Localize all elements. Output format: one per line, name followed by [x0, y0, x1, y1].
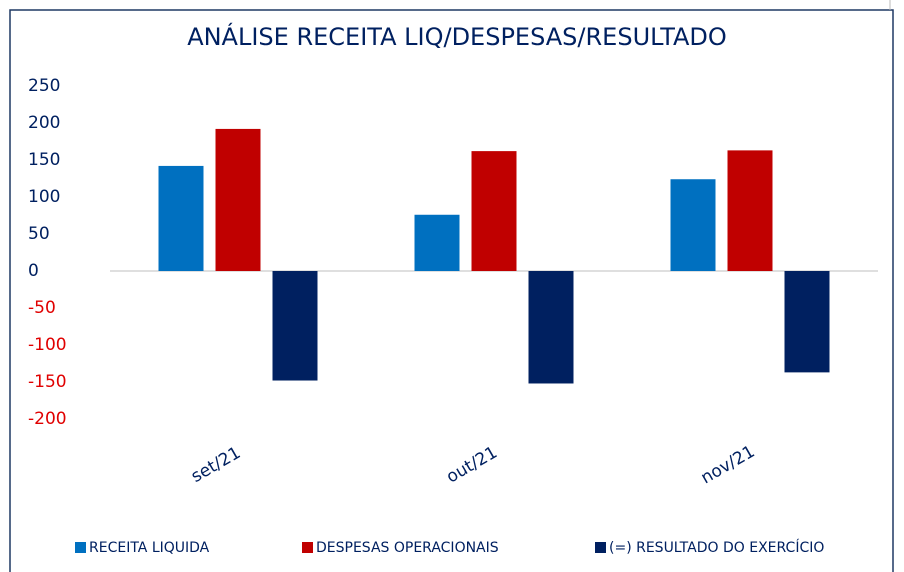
y-tick-label: 50: [28, 224, 50, 244]
bar: [784, 271, 830, 373]
bar: [272, 271, 318, 381]
legend-label: DESPESAS OPERACIONAIS: [316, 540, 499, 556]
y-tick-label: 100: [28, 187, 60, 207]
bar: [414, 214, 460, 271]
y-tick-label: 150: [28, 150, 60, 170]
legend-swatch: [75, 542, 86, 553]
chart-title: ANÁLISE RECEITA LIQ/DESPESAS/RESULTADO: [187, 22, 727, 51]
y-tick-label: -100: [28, 335, 67, 355]
y-tick-label: -50: [28, 298, 56, 318]
y-tick-label: -150: [28, 372, 67, 392]
y-tick-label: 0: [28, 261, 39, 281]
bar: [158, 165, 204, 271]
bar: [471, 151, 517, 271]
legend-swatch: [302, 542, 313, 553]
legend-label: (=) RESULTADO DO EXERCÍCIO: [609, 539, 824, 556]
bar: [727, 150, 773, 271]
legend-label: RECEITA LIQUIDA: [89, 540, 210, 556]
bar: [528, 271, 574, 384]
y-tick-label: 200: [28, 113, 60, 133]
bar: [670, 179, 716, 271]
chart-border: [9, 9, 894, 572]
y-tick-label: -200: [28, 409, 67, 429]
y-tick-label: 250: [28, 76, 60, 96]
bar: [215, 128, 261, 271]
legend-swatch: [595, 542, 606, 553]
